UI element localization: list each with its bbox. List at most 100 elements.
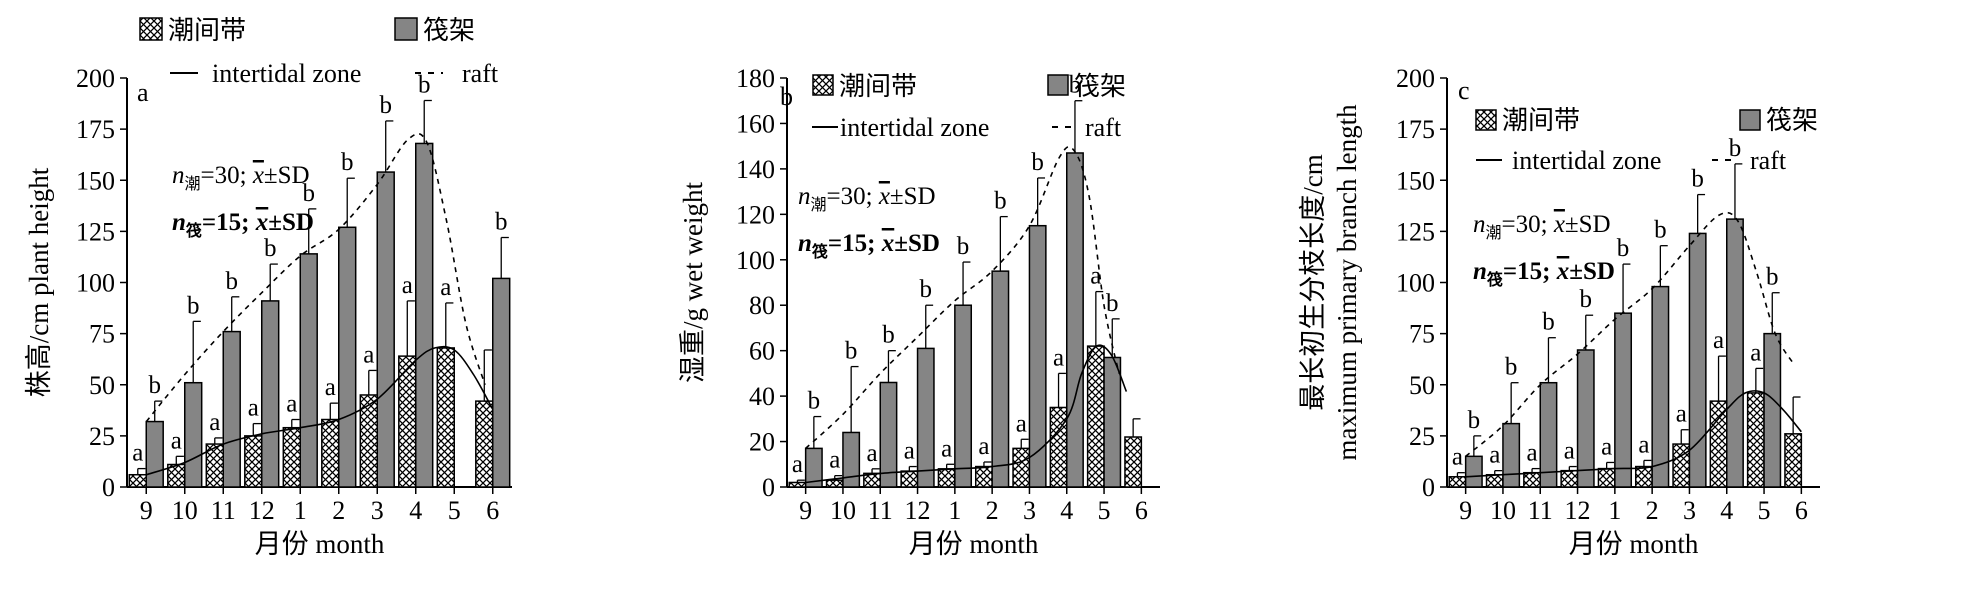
stat-intertidal: n潮=30; x±SD [172,162,310,193]
significance-label: a [1016,410,1027,437]
significance-label: b [1069,72,1082,99]
significance-label: b [418,71,431,98]
significance-label: a [440,274,451,301]
bar-intertidal [1560,469,1579,488]
y-tick-label: 150 [1396,166,1435,195]
bar-raft [1651,285,1670,488]
x-tick-label: 2 [332,496,345,525]
y-tick-label: 25 [1409,422,1435,451]
significance-label: a [941,435,952,462]
x-tick-label: 12 [1565,496,1591,525]
bar-raft [1763,332,1782,488]
x-tick-label: 6 [1795,496,1808,525]
significance-label: b [1766,264,1779,291]
significance-label: a [325,374,336,401]
bar-intertidal [1746,392,1765,488]
x-tick-label: 1 [1608,496,1621,525]
y-tick-label: 100 [76,269,115,298]
stat-intertidal: n潮=30; x±SD [798,183,936,214]
legend-raft-cn: 筏架 [1766,106,1818,135]
significance-label: b [1654,217,1667,244]
bar-intertidal [1485,473,1504,488]
x-axis-title: 月份 month [255,529,385,559]
x-tick-label: 3 [1023,496,1036,525]
x-tick-label: 4 [1060,496,1073,525]
significance-label: b [225,268,238,295]
significance-label: b [1580,286,1593,313]
bar-raft [261,300,280,488]
significance-label: a [132,440,143,467]
legend-intertidal-swatch [812,74,834,96]
x-tick-label: 3 [371,496,384,525]
bar-intertidal [1124,436,1143,488]
bar-intertidal [1523,471,1542,488]
bar-raft [1576,349,1595,488]
significance-label: a [402,272,413,299]
curve-raft [1465,211,1795,457]
y-tick-label: 75 [1409,320,1435,349]
y-tick-label: 100 [736,246,775,275]
significance-label: a [1053,344,1064,371]
x-tick-label: 10 [1490,496,1516,525]
x-tick-label: 9 [799,496,812,525]
bar-raft [1028,224,1047,488]
significance-label: a [904,438,915,465]
legend-intertidal-cn: 潮间带 [839,72,917,101]
significance-label: a [1676,401,1687,428]
bar-intertidal [937,468,956,488]
x-tick-label: 12 [249,496,275,525]
significance-label: a [1564,438,1575,465]
significance-label: b [187,292,200,319]
y-tick-label: 120 [736,200,775,229]
x-tick-label: 2 [986,496,999,525]
y-tick-label: 140 [736,155,775,184]
significance-label: b [1505,354,1518,381]
significance-label: b [379,92,392,119]
significance-label: b [920,276,933,303]
y-tick-label: 100 [1396,269,1435,298]
significance-label: b [1729,135,1742,162]
significance-label: b [341,149,354,176]
x-axis-title: 月份 month [1569,529,1699,559]
bar-intertidal [282,426,301,488]
curve-intertidal [146,345,494,476]
legend-intertidal-swatch [1475,109,1497,131]
bar-intertidal [900,470,919,488]
significance-label: a [171,427,182,454]
bar-raft [879,381,898,488]
stat-raft: n筏=15; x±SD [1473,258,1615,289]
panel-label: a [137,78,149,107]
significance-label: a [1090,263,1101,290]
y-tick-label: 80 [749,291,775,320]
x-tick-label: 11 [868,496,893,525]
legend-intertidal-swatch [139,17,163,41]
significance-label: a [1452,444,1463,471]
y-tick-label: 0 [762,473,775,502]
bar-intertidal [1672,443,1691,488]
bar-raft [842,431,861,488]
bar-intertidal [1012,447,1031,488]
bar-intertidal [825,479,844,488]
legend-raft-en: raft [1750,146,1787,175]
bar-raft [415,142,434,488]
y-tick-label: 125 [1396,217,1435,246]
curve-raft [805,145,1120,449]
x-tick-label: 10 [830,496,856,525]
significance-label: a [1526,440,1537,467]
y-tick-label: 50 [89,371,115,400]
significance-label: a [1750,339,1761,366]
y-tick-label: 175 [1396,115,1435,144]
x-tick-label: 6 [486,496,499,525]
bar-raft [184,381,203,488]
x-tick-label: 11 [1528,496,1553,525]
x-tick-label: 9 [1459,496,1472,525]
legend-raft-cn: 筏架 [1074,72,1126,101]
significance-label: b [994,188,1007,215]
bar-intertidal [128,473,147,488]
y-tick-label: 125 [76,217,115,246]
bar-intertidal [1709,400,1728,488]
curve-intertidal [805,344,1128,484]
